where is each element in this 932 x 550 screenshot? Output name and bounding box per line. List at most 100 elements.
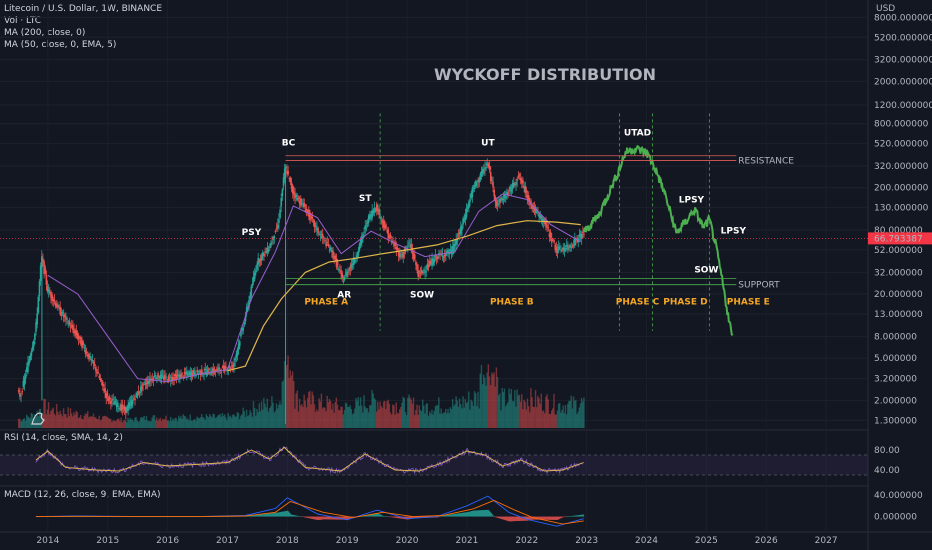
volume-bar [240,415,242,428]
candle [87,354,89,357]
candle [46,285,49,292]
candle [386,230,388,232]
macd-histogram-bar [307,516,309,519]
candle [139,386,142,392]
candle [486,163,489,166]
candle [129,401,132,404]
macd-histogram-bar [558,516,560,520]
symbol-legend[interactable]: Litecoin / U.S. Dollar, 1W, BINANCE [4,4,163,14]
volume-bar [503,388,506,428]
volume-bar [553,393,555,428]
volume-bar [579,403,582,428]
volume-bar [134,417,136,428]
macd-histogram-bar [368,514,371,517]
candle [127,405,129,411]
volume-bar [320,393,323,428]
volume-legend[interactable]: Vol · LTC [4,16,42,26]
volume-bar [130,419,133,428]
candle [116,402,119,407]
macd-histogram-bar [488,510,490,517]
macd-histogram-bar [285,510,288,517]
macd-histogram-bar [572,515,574,517]
candle [181,373,184,375]
candle [179,373,181,379]
macd-histogram-bar [453,513,456,517]
candle [564,247,567,250]
candle [540,216,543,219]
macd-histogram-bar [353,516,356,518]
candle [397,250,400,257]
volume-bar [550,410,553,428]
macd-histogram-bar [282,511,284,517]
ma200-legend[interactable]: MA (200, close, 0) [4,28,86,38]
candle [17,390,20,392]
x-tick-label: 2016 [156,536,179,546]
candle [362,234,364,239]
volume-bar [425,403,427,428]
volume-bar [347,407,349,428]
candle [161,375,164,377]
tradingview-logo-icon [31,412,45,425]
current-price-tag[interactable] [868,232,932,245]
volume-bar [34,414,36,428]
volume-bar [45,414,47,428]
volume-bar [37,416,39,428]
volume-bar [60,413,62,428]
candle [259,258,262,261]
candle [321,234,324,238]
candle [123,406,126,411]
candle [537,211,539,214]
candle [484,167,486,170]
volume-bar [64,413,66,428]
volume-bar [563,413,566,428]
macd-histogram-bar [277,512,280,517]
volume-bar [453,405,455,428]
volume-bar [399,409,401,428]
candle [165,376,167,378]
candle [302,203,304,205]
volume-bar [202,417,204,428]
candle [423,269,425,272]
candle [255,270,257,273]
macd-histogram-bar [483,510,486,517]
macd-histogram-bar [391,516,394,518]
volume-bar [267,411,270,428]
candle [118,408,120,409]
volume-bar [149,420,151,428]
candle [481,168,484,174]
candle [187,373,189,377]
volume-bar [59,410,61,428]
macd-histogram-bar [514,516,517,522]
volume-bar [222,415,225,428]
volume-bar [133,421,135,428]
volume-bar [78,417,81,428]
candle [335,258,338,267]
y-tick-label: 1.300000 [874,416,917,426]
volume-bar [228,416,231,428]
candle [531,204,533,209]
candle [42,258,44,262]
macd-histogram-bar [526,516,528,521]
candle [262,252,264,256]
candle [282,177,285,187]
macd-histogram-bar [259,514,261,517]
y-tick-label: 200.000000 [874,184,929,194]
volume-bar [426,403,429,428]
volume-bar [565,414,568,428]
candle [371,210,373,218]
macd-legend[interactable]: MACD (12, 26, close, 9, EMA, EMA) [4,490,161,500]
macd-histogram-bar [315,516,318,520]
macd-histogram-bar [414,516,417,519]
macd-histogram-bar [250,515,252,517]
candle [547,227,550,229]
macd-histogram-bar [548,516,550,520]
candle [137,391,140,394]
rsi-legend[interactable]: RSI (14, close, SMA, 14, 2) [4,433,123,443]
candle [91,360,94,362]
volume-bar [479,373,481,428]
volume-bar [118,418,120,428]
candle [433,259,436,263]
ma50-legend[interactable]: MA (50, close, 0, EMA, 5) [4,40,117,50]
macd-histogram-bar [511,516,513,522]
